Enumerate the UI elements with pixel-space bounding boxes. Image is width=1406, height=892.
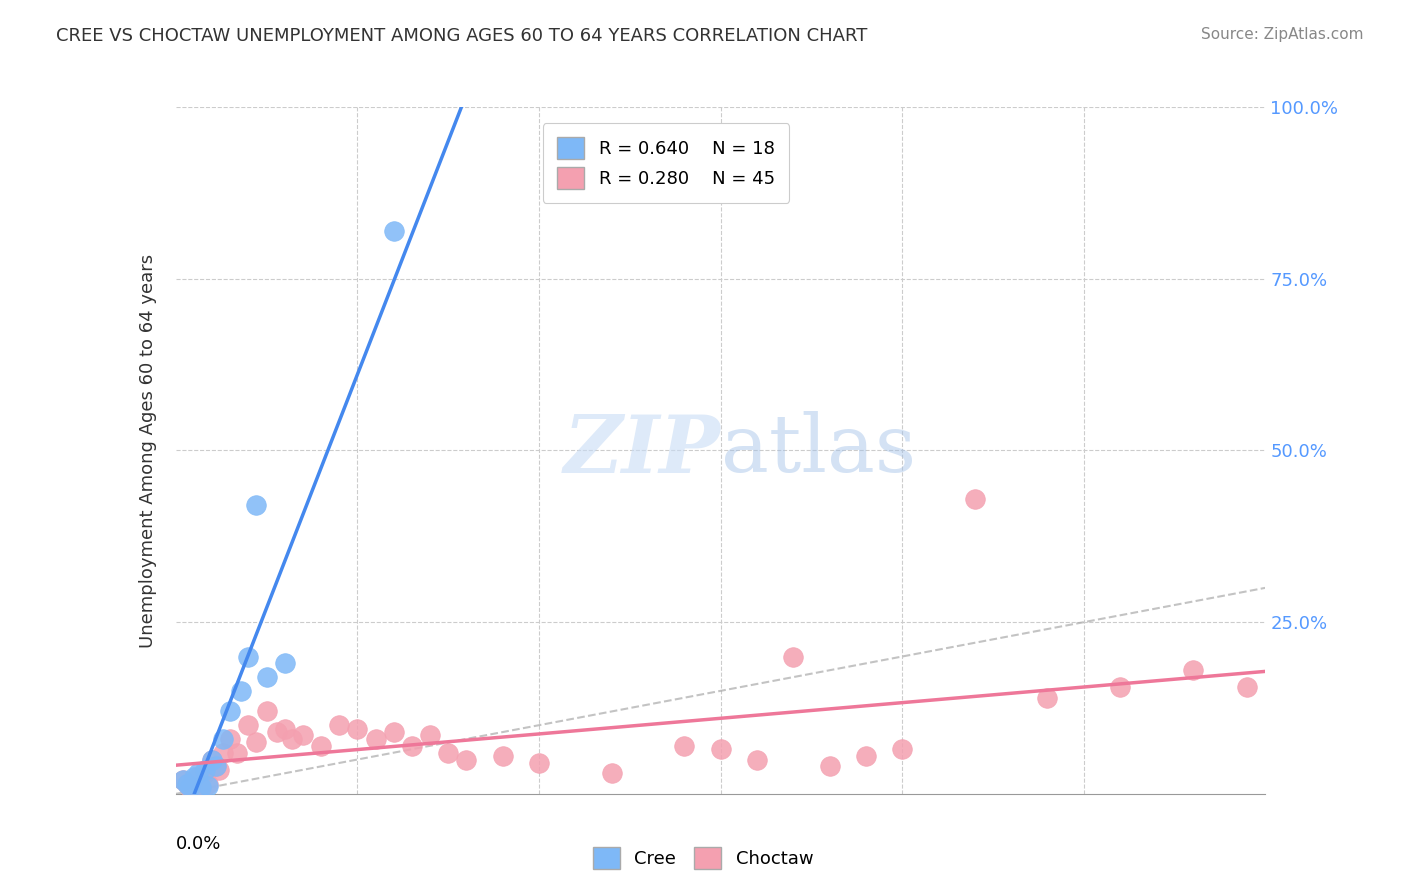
Point	[328, 718, 350, 732]
Point	[1181, 663, 1204, 677]
Text: atlas: atlas	[721, 411, 915, 490]
Point	[266, 725, 288, 739]
Point	[346, 722, 368, 736]
Point	[855, 749, 877, 764]
Point	[492, 749, 515, 764]
Point	[219, 731, 242, 746]
Point	[456, 753, 478, 767]
Legend: Cree, Choctaw: Cree, Choctaw	[583, 838, 823, 879]
Point	[179, 780, 201, 794]
Point	[194, 763, 217, 777]
Point	[204, 759, 226, 773]
Point	[176, 776, 198, 790]
Point	[208, 763, 231, 777]
Point	[219, 705, 242, 719]
Point	[245, 735, 267, 749]
Legend: R = 0.640    N = 18, R = 0.280    N = 45: R = 0.640 N = 18, R = 0.280 N = 45	[543, 123, 789, 203]
Point	[1109, 681, 1132, 695]
Point	[274, 722, 297, 736]
Y-axis label: Unemployment Among Ages 60 to 64 years: Unemployment Among Ages 60 to 64 years	[139, 253, 157, 648]
Text: 0.0%: 0.0%	[176, 835, 221, 853]
Text: ZIP: ZIP	[564, 412, 721, 489]
Point	[183, 779, 205, 793]
Point	[190, 780, 212, 794]
Point	[281, 731, 304, 746]
Point	[527, 756, 550, 770]
Point	[245, 499, 267, 513]
Point	[197, 776, 219, 790]
Point	[226, 746, 249, 760]
Point	[256, 705, 278, 719]
Point	[437, 746, 460, 760]
Point	[382, 224, 405, 238]
Text: CREE VS CHOCTAW UNEMPLOYMENT AMONG AGES 60 TO 64 YEARS CORRELATION CHART: CREE VS CHOCTAW UNEMPLOYMENT AMONG AGES …	[56, 27, 868, 45]
Point	[197, 779, 219, 793]
Point	[745, 753, 768, 767]
Point	[231, 683, 253, 698]
Point	[179, 781, 201, 796]
Point	[401, 739, 423, 753]
Point	[891, 742, 914, 756]
Point	[1036, 690, 1059, 705]
Point	[291, 729, 314, 743]
Text: Source: ZipAtlas.com: Source: ZipAtlas.com	[1201, 27, 1364, 42]
Point	[419, 729, 441, 743]
Point	[204, 759, 226, 773]
Point	[190, 780, 212, 794]
Point	[600, 766, 623, 780]
Point	[212, 746, 235, 760]
Point	[710, 742, 733, 756]
Point	[256, 670, 278, 684]
Point	[212, 731, 235, 746]
Point	[172, 773, 194, 788]
Point	[382, 725, 405, 739]
Point	[186, 766, 209, 780]
Point	[176, 776, 198, 790]
Point	[186, 770, 209, 784]
Point	[183, 770, 205, 784]
Point	[364, 731, 387, 746]
Point	[172, 773, 194, 788]
Point	[309, 739, 332, 753]
Point	[201, 753, 224, 767]
Point	[673, 739, 696, 753]
Point	[274, 657, 297, 671]
Point	[782, 649, 804, 664]
Point	[238, 718, 260, 732]
Point	[818, 759, 841, 773]
Point	[963, 491, 986, 506]
Point	[1236, 681, 1258, 695]
Point	[238, 649, 260, 664]
Point	[194, 766, 217, 780]
Point	[201, 753, 224, 767]
